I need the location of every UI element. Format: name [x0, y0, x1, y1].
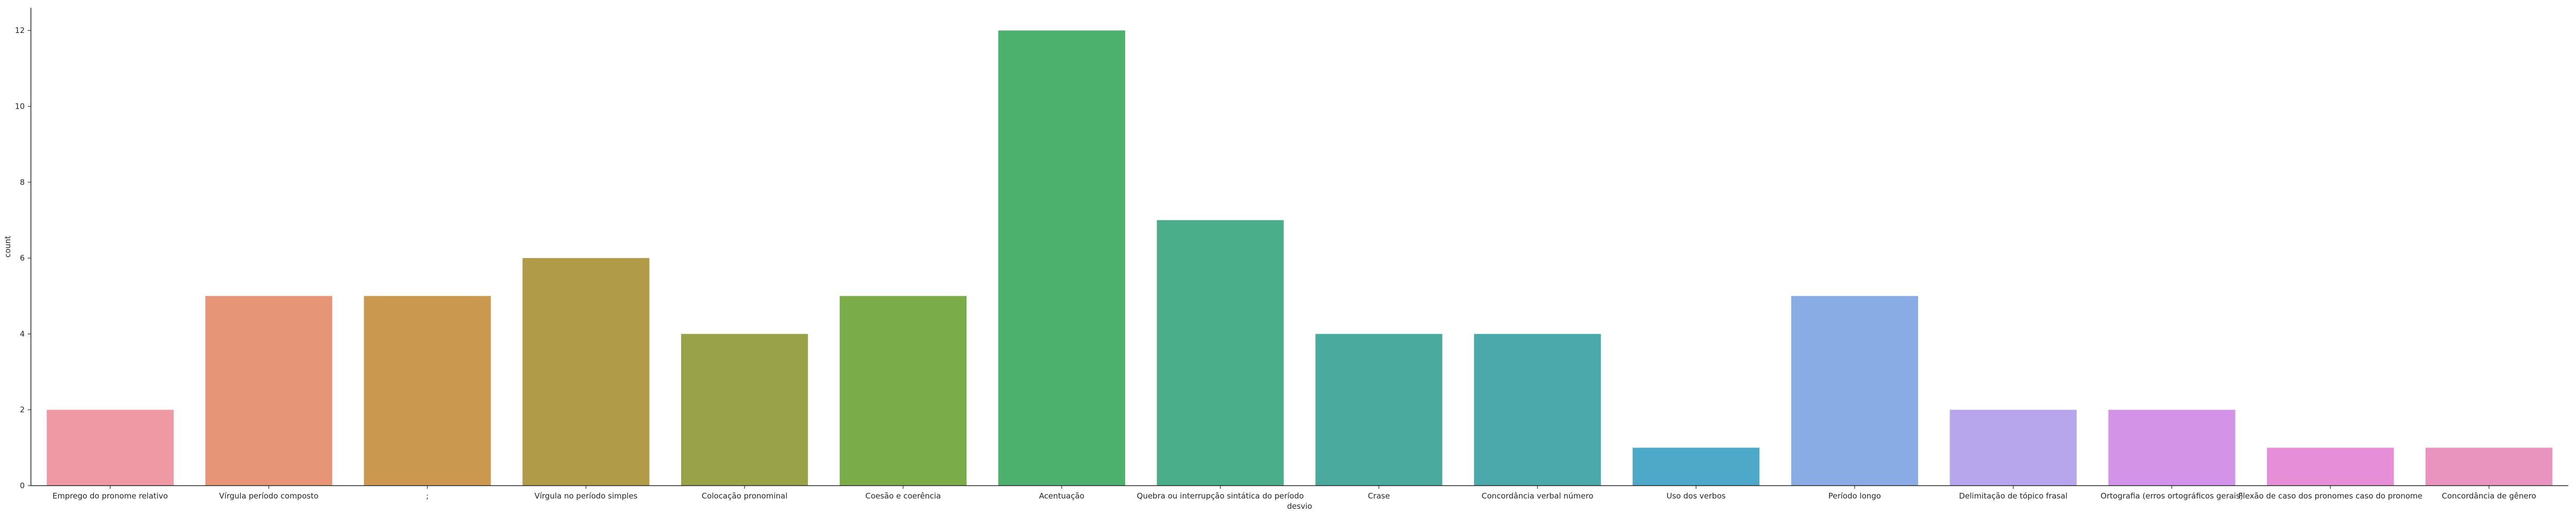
- y-tick-label-1: 2: [20, 405, 25, 415]
- bar-11: [1791, 296, 1918, 486]
- bar-9: [1474, 334, 1601, 486]
- bar-3: [522, 258, 650, 486]
- bar-7: [1157, 220, 1284, 486]
- x-tick-label-2: ;: [426, 491, 429, 501]
- bar-8: [1315, 334, 1443, 486]
- x-tick-label-7: Quebra ou interrupção sintática do perío…: [1137, 491, 1304, 501]
- x-tick-label-9: Concordância verbal número: [1482, 491, 1594, 501]
- bar-4: [681, 334, 808, 486]
- bar-1: [205, 296, 332, 486]
- bar-14: [2267, 448, 2394, 486]
- bar-6: [998, 30, 1125, 486]
- x-tick-label-11: Período longo: [1828, 491, 1881, 501]
- x-tick-label-3: Vírgula no período simples: [534, 491, 637, 501]
- x-tick-label-0: Emprego do pronome relativo: [53, 491, 168, 501]
- x-tick-label-10: Uso dos verbos: [1667, 491, 1726, 501]
- x-tick-label-12: Delimitação de tópico frasal: [1959, 491, 2067, 501]
- y-axis: 0 2 4 6 8 10 12: [15, 8, 31, 490]
- x-axis: Emprego do pronome relativo Vírgula perío…: [31, 485, 2568, 501]
- bar-5: [839, 296, 967, 486]
- x-tick-label-8: Crase: [1368, 491, 1390, 501]
- x-tick-label-6: Acentuação: [1039, 491, 1084, 501]
- bar-2: [364, 296, 491, 486]
- x-tick-label-5: Coesão e coerência: [866, 491, 941, 501]
- y-tick-label-4: 8: [20, 178, 25, 187]
- y-axis-title: count: [3, 236, 12, 258]
- y-tick-label-0: 0: [20, 481, 25, 490]
- y-tick-label-3: 6: [20, 253, 25, 263]
- bar-12: [1950, 409, 2077, 486]
- bar-15: [2425, 448, 2553, 486]
- bar-10: [1632, 448, 1760, 486]
- y-tick-label-5: 10: [15, 101, 25, 111]
- bars-group: [46, 30, 2553, 486]
- x-tick-label-15: Concordância de gênero: [2442, 491, 2536, 501]
- x-tick-label-13: Ortografia (erros ortográficos gerais): [2100, 491, 2243, 501]
- bar-13: [2108, 409, 2235, 486]
- x-tick-label-14: Flexão de caso dos pronomes caso do pron…: [2239, 491, 2422, 501]
- y-tick-label-6: 12: [15, 26, 25, 35]
- x-axis-title: desvio: [1287, 502, 1312, 511]
- x-tick-label-1: Vírgula período composto: [219, 491, 318, 501]
- y-tick-label-2: 4: [20, 329, 25, 338]
- x-tick-label-4: Colocação pronominal: [702, 491, 788, 501]
- bar-0: [46, 409, 174, 486]
